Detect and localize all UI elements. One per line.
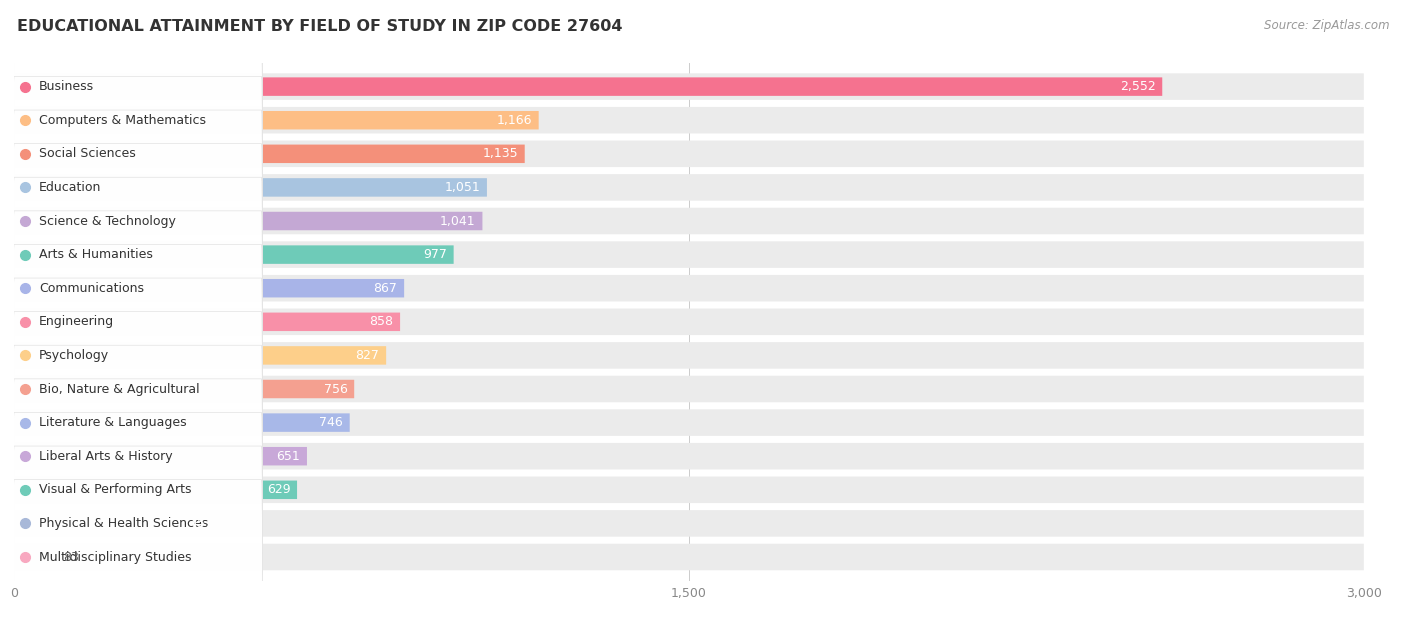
Text: Arts & Humanities: Arts & Humanities <box>39 248 153 261</box>
FancyBboxPatch shape <box>13 446 263 601</box>
Text: 867: 867 <box>374 281 398 295</box>
Text: Education: Education <box>39 181 101 194</box>
Text: Psychology: Psychology <box>39 349 108 362</box>
Text: 457: 457 <box>188 517 212 530</box>
Text: 858: 858 <box>370 316 394 328</box>
FancyBboxPatch shape <box>14 443 1364 469</box>
FancyBboxPatch shape <box>14 548 52 566</box>
FancyBboxPatch shape <box>13 110 263 265</box>
Text: 1,135: 1,135 <box>482 147 517 160</box>
FancyBboxPatch shape <box>14 107 1364 134</box>
Text: 83: 83 <box>63 550 79 563</box>
Text: EDUCATIONAL ATTAINMENT BY FIELD OF STUDY IN ZIP CODE 27604: EDUCATIONAL ATTAINMENT BY FIELD OF STUDY… <box>17 19 623 34</box>
FancyBboxPatch shape <box>14 178 486 197</box>
FancyBboxPatch shape <box>13 177 263 332</box>
FancyBboxPatch shape <box>14 346 387 365</box>
FancyBboxPatch shape <box>14 413 350 432</box>
FancyBboxPatch shape <box>13 144 263 298</box>
FancyBboxPatch shape <box>14 241 1364 268</box>
Text: 756: 756 <box>323 382 347 396</box>
Text: 1,051: 1,051 <box>444 181 481 194</box>
Text: 629: 629 <box>267 483 290 497</box>
FancyBboxPatch shape <box>14 544 1364 570</box>
Text: 827: 827 <box>356 349 380 362</box>
FancyBboxPatch shape <box>14 410 1364 436</box>
Text: 651: 651 <box>277 450 301 463</box>
FancyBboxPatch shape <box>13 244 263 399</box>
FancyBboxPatch shape <box>13 379 263 534</box>
FancyBboxPatch shape <box>14 342 1364 369</box>
Text: Source: ZipAtlas.com: Source: ZipAtlas.com <box>1264 19 1389 32</box>
FancyBboxPatch shape <box>14 380 354 398</box>
FancyBboxPatch shape <box>14 212 482 230</box>
FancyBboxPatch shape <box>13 413 263 567</box>
FancyBboxPatch shape <box>14 481 297 499</box>
FancyBboxPatch shape <box>13 76 263 231</box>
FancyBboxPatch shape <box>13 211 263 365</box>
Text: Physical & Health Sciences: Physical & Health Sciences <box>39 517 208 530</box>
Text: 1,041: 1,041 <box>440 215 475 228</box>
Text: 1,166: 1,166 <box>496 114 531 127</box>
Text: Visual & Performing Arts: Visual & Performing Arts <box>39 483 191 497</box>
FancyBboxPatch shape <box>14 312 401 331</box>
FancyBboxPatch shape <box>14 279 404 297</box>
FancyBboxPatch shape <box>14 309 1364 335</box>
Text: Literature & Languages: Literature & Languages <box>39 416 187 429</box>
Text: Engineering: Engineering <box>39 316 114 328</box>
FancyBboxPatch shape <box>14 447 307 466</box>
Text: 2,552: 2,552 <box>1119 80 1156 93</box>
FancyBboxPatch shape <box>14 78 1163 96</box>
Text: Computers & Mathematics: Computers & Mathematics <box>39 114 205 127</box>
FancyBboxPatch shape <box>14 245 454 264</box>
FancyBboxPatch shape <box>14 144 524 163</box>
FancyBboxPatch shape <box>13 345 263 500</box>
FancyBboxPatch shape <box>13 43 263 198</box>
FancyBboxPatch shape <box>13 480 263 631</box>
Text: Business: Business <box>39 80 94 93</box>
Text: Science & Technology: Science & Technology <box>39 215 176 228</box>
FancyBboxPatch shape <box>14 275 1364 302</box>
Text: 746: 746 <box>319 416 343 429</box>
FancyBboxPatch shape <box>14 141 1364 167</box>
FancyBboxPatch shape <box>14 514 219 533</box>
Text: Bio, Nature & Agricultural: Bio, Nature & Agricultural <box>39 382 200 396</box>
Text: Liberal Arts & History: Liberal Arts & History <box>39 450 173 463</box>
Text: Communications: Communications <box>39 281 143 295</box>
FancyBboxPatch shape <box>14 375 1364 403</box>
FancyBboxPatch shape <box>13 9 263 164</box>
FancyBboxPatch shape <box>14 174 1364 201</box>
FancyBboxPatch shape <box>14 476 1364 503</box>
FancyBboxPatch shape <box>14 111 538 129</box>
FancyBboxPatch shape <box>14 208 1364 234</box>
FancyBboxPatch shape <box>14 510 1364 537</box>
FancyBboxPatch shape <box>13 312 263 466</box>
Text: 977: 977 <box>423 248 447 261</box>
Text: Social Sciences: Social Sciences <box>39 147 135 160</box>
Text: Multidisciplinary Studies: Multidisciplinary Studies <box>39 550 191 563</box>
FancyBboxPatch shape <box>13 278 263 433</box>
FancyBboxPatch shape <box>14 73 1364 100</box>
